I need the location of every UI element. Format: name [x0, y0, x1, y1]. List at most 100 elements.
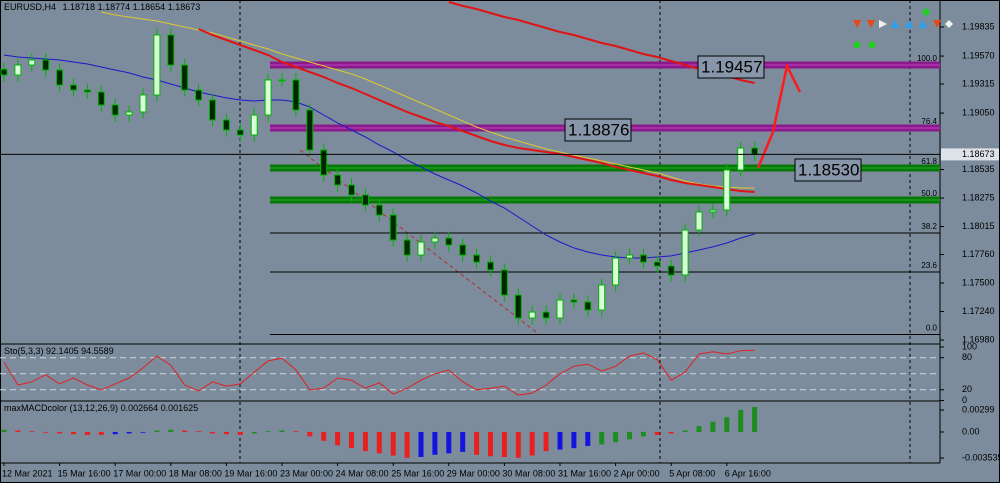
- oscillator-line: [3, 349, 755, 396]
- histogram-bar: [474, 431, 480, 455]
- indicator-header: Sto(5,3,3) 92.1405 94.5589: [4, 346, 114, 356]
- histogram-bar: [738, 409, 744, 432]
- y-tick-label: 1.18535: [962, 164, 995, 174]
- header-value: 94.5589: [81, 346, 114, 356]
- candle-body: [278, 79, 286, 82]
- dot-icon: [868, 41, 876, 49]
- histogram-bar: [390, 431, 396, 456]
- candle-body: [348, 184, 355, 196]
- annotation-box: [794, 158, 862, 182]
- header-value: 92.1405: [46, 346, 79, 356]
- y-tick-label: 1.17760: [962, 249, 995, 259]
- histogram-bar: [557, 431, 563, 450]
- candle-body: [751, 147, 759, 155]
- candle-body: [181, 64, 189, 91]
- candle-body: [653, 261, 661, 267]
- histogram-bar: [501, 431, 507, 457]
- annotation: 1.18530: [798, 160, 859, 179]
- candle-body: [667, 265, 675, 276]
- indicator-header: maxMACDcolor (13,12,26,9) 0.002664 0.001…: [4, 403, 198, 413]
- histogram-bar: [362, 431, 368, 452]
- annotation-box: [564, 118, 632, 142]
- histogram-bar: [126, 431, 132, 434]
- y-tick-label: 20: [962, 384, 972, 394]
- candle-body: [612, 257, 620, 286]
- candle-body: [681, 229, 689, 276]
- histogram-bar: [654, 431, 660, 435]
- histogram-bar: [196, 431, 202, 432]
- x-tick-label: 17 Mar 00:00: [113, 468, 166, 478]
- fib-label: 38.2: [921, 222, 937, 231]
- arrow-icon: [933, 20, 941, 28]
- candle-body: [320, 149, 328, 176]
- histogram-bar: [404, 431, 410, 458]
- candle-body: [292, 79, 300, 111]
- y-tick-label: 0.00: [962, 426, 980, 436]
- x-tick-label: 6 Apr 16:00: [725, 468, 771, 478]
- histogram-bar: [154, 430, 160, 432]
- candle-body: [153, 34, 161, 96]
- histogram-bar: [265, 431, 271, 432]
- candle-body: [584, 301, 592, 311]
- histogram-bar: [98, 431, 104, 435]
- histogram-bar: [43, 431, 49, 433]
- candle-body: [695, 211, 703, 231]
- header-value: 1.18718: [63, 2, 96, 12]
- annotations: 1.19457 1.18876 1.18530: [564, 8, 953, 182]
- moving-average: [198, 28, 755, 193]
- y-tick-label: 1.19050: [962, 107, 995, 117]
- candle-body: [737, 147, 745, 171]
- drawn-arrow: [756, 62, 802, 169]
- x-tick-label: 23 Mar 00:00: [280, 468, 333, 478]
- candle-body: [250, 114, 258, 136]
- fib-label: 76.4: [921, 117, 937, 126]
- fib-label: 61.8: [921, 157, 937, 166]
- histogram-bar: [1, 429, 7, 432]
- histogram-bar: [29, 431, 35, 432]
- candle-body: [14, 64, 22, 76]
- fib-label: 100.0: [917, 54, 938, 63]
- current-price-box: [941, 148, 999, 161]
- candle-body: [97, 91, 105, 106]
- candle-body: [334, 174, 342, 186]
- candle-body: [709, 209, 717, 213]
- histogram-bar: [349, 431, 354, 449]
- x-tick-label: 31 Mar 16:00: [558, 468, 611, 478]
- dot-icon: [922, 8, 930, 16]
- y-tick-label: 0: [962, 395, 967, 405]
- candle-body: [639, 254, 647, 263]
- histogram-bar: [682, 430, 688, 432]
- histogram-bar: [752, 406, 758, 432]
- candle-body: [570, 299, 578, 303]
- candle-body: [195, 89, 203, 101]
- x-tick-label: 29 Mar 00:00: [447, 468, 500, 478]
- indicator-title: maxMACDcolor (13,12,26,9): [4, 403, 118, 413]
- fib-label: 50.0: [921, 189, 937, 198]
- x-tick-label: 30 Mar 08:00: [502, 468, 555, 478]
- x-tick-label: 25 Mar 16:00: [391, 468, 444, 478]
- moving-average: [101, 11, 755, 189]
- histogram-bar: [599, 431, 605, 445]
- x-tick-label: 19 Mar 16:00: [224, 468, 277, 478]
- y-tick-label: 1.18275: [962, 192, 995, 202]
- candle-body: [417, 241, 425, 256]
- fib-label: 0.0: [926, 324, 938, 333]
- symbol: EURUSD,H4: [4, 2, 56, 12]
- current-price-label: 1.18673: [962, 149, 995, 159]
- x-tick-label: 24 Mar 08:00: [336, 468, 389, 478]
- candle-body: [598, 284, 606, 311]
- histogram-bar: [418, 431, 424, 457]
- y-tick-label: 1.18015: [962, 221, 995, 231]
- x-tick-label: 15 Mar 16:00: [58, 468, 111, 478]
- candle-body: [306, 109, 314, 151]
- y-tick-label: 1.17500: [962, 277, 995, 287]
- arrow-icon: [891, 20, 927, 28]
- y-tick-label: 1.19315: [962, 78, 995, 88]
- diamond-icon: [945, 20, 953, 28]
- candle-body: [473, 254, 481, 263]
- histogram-bar: [168, 429, 174, 432]
- candle-body: [514, 294, 522, 319]
- histogram-bar: [640, 431, 646, 437]
- candle-body: [56, 69, 64, 86]
